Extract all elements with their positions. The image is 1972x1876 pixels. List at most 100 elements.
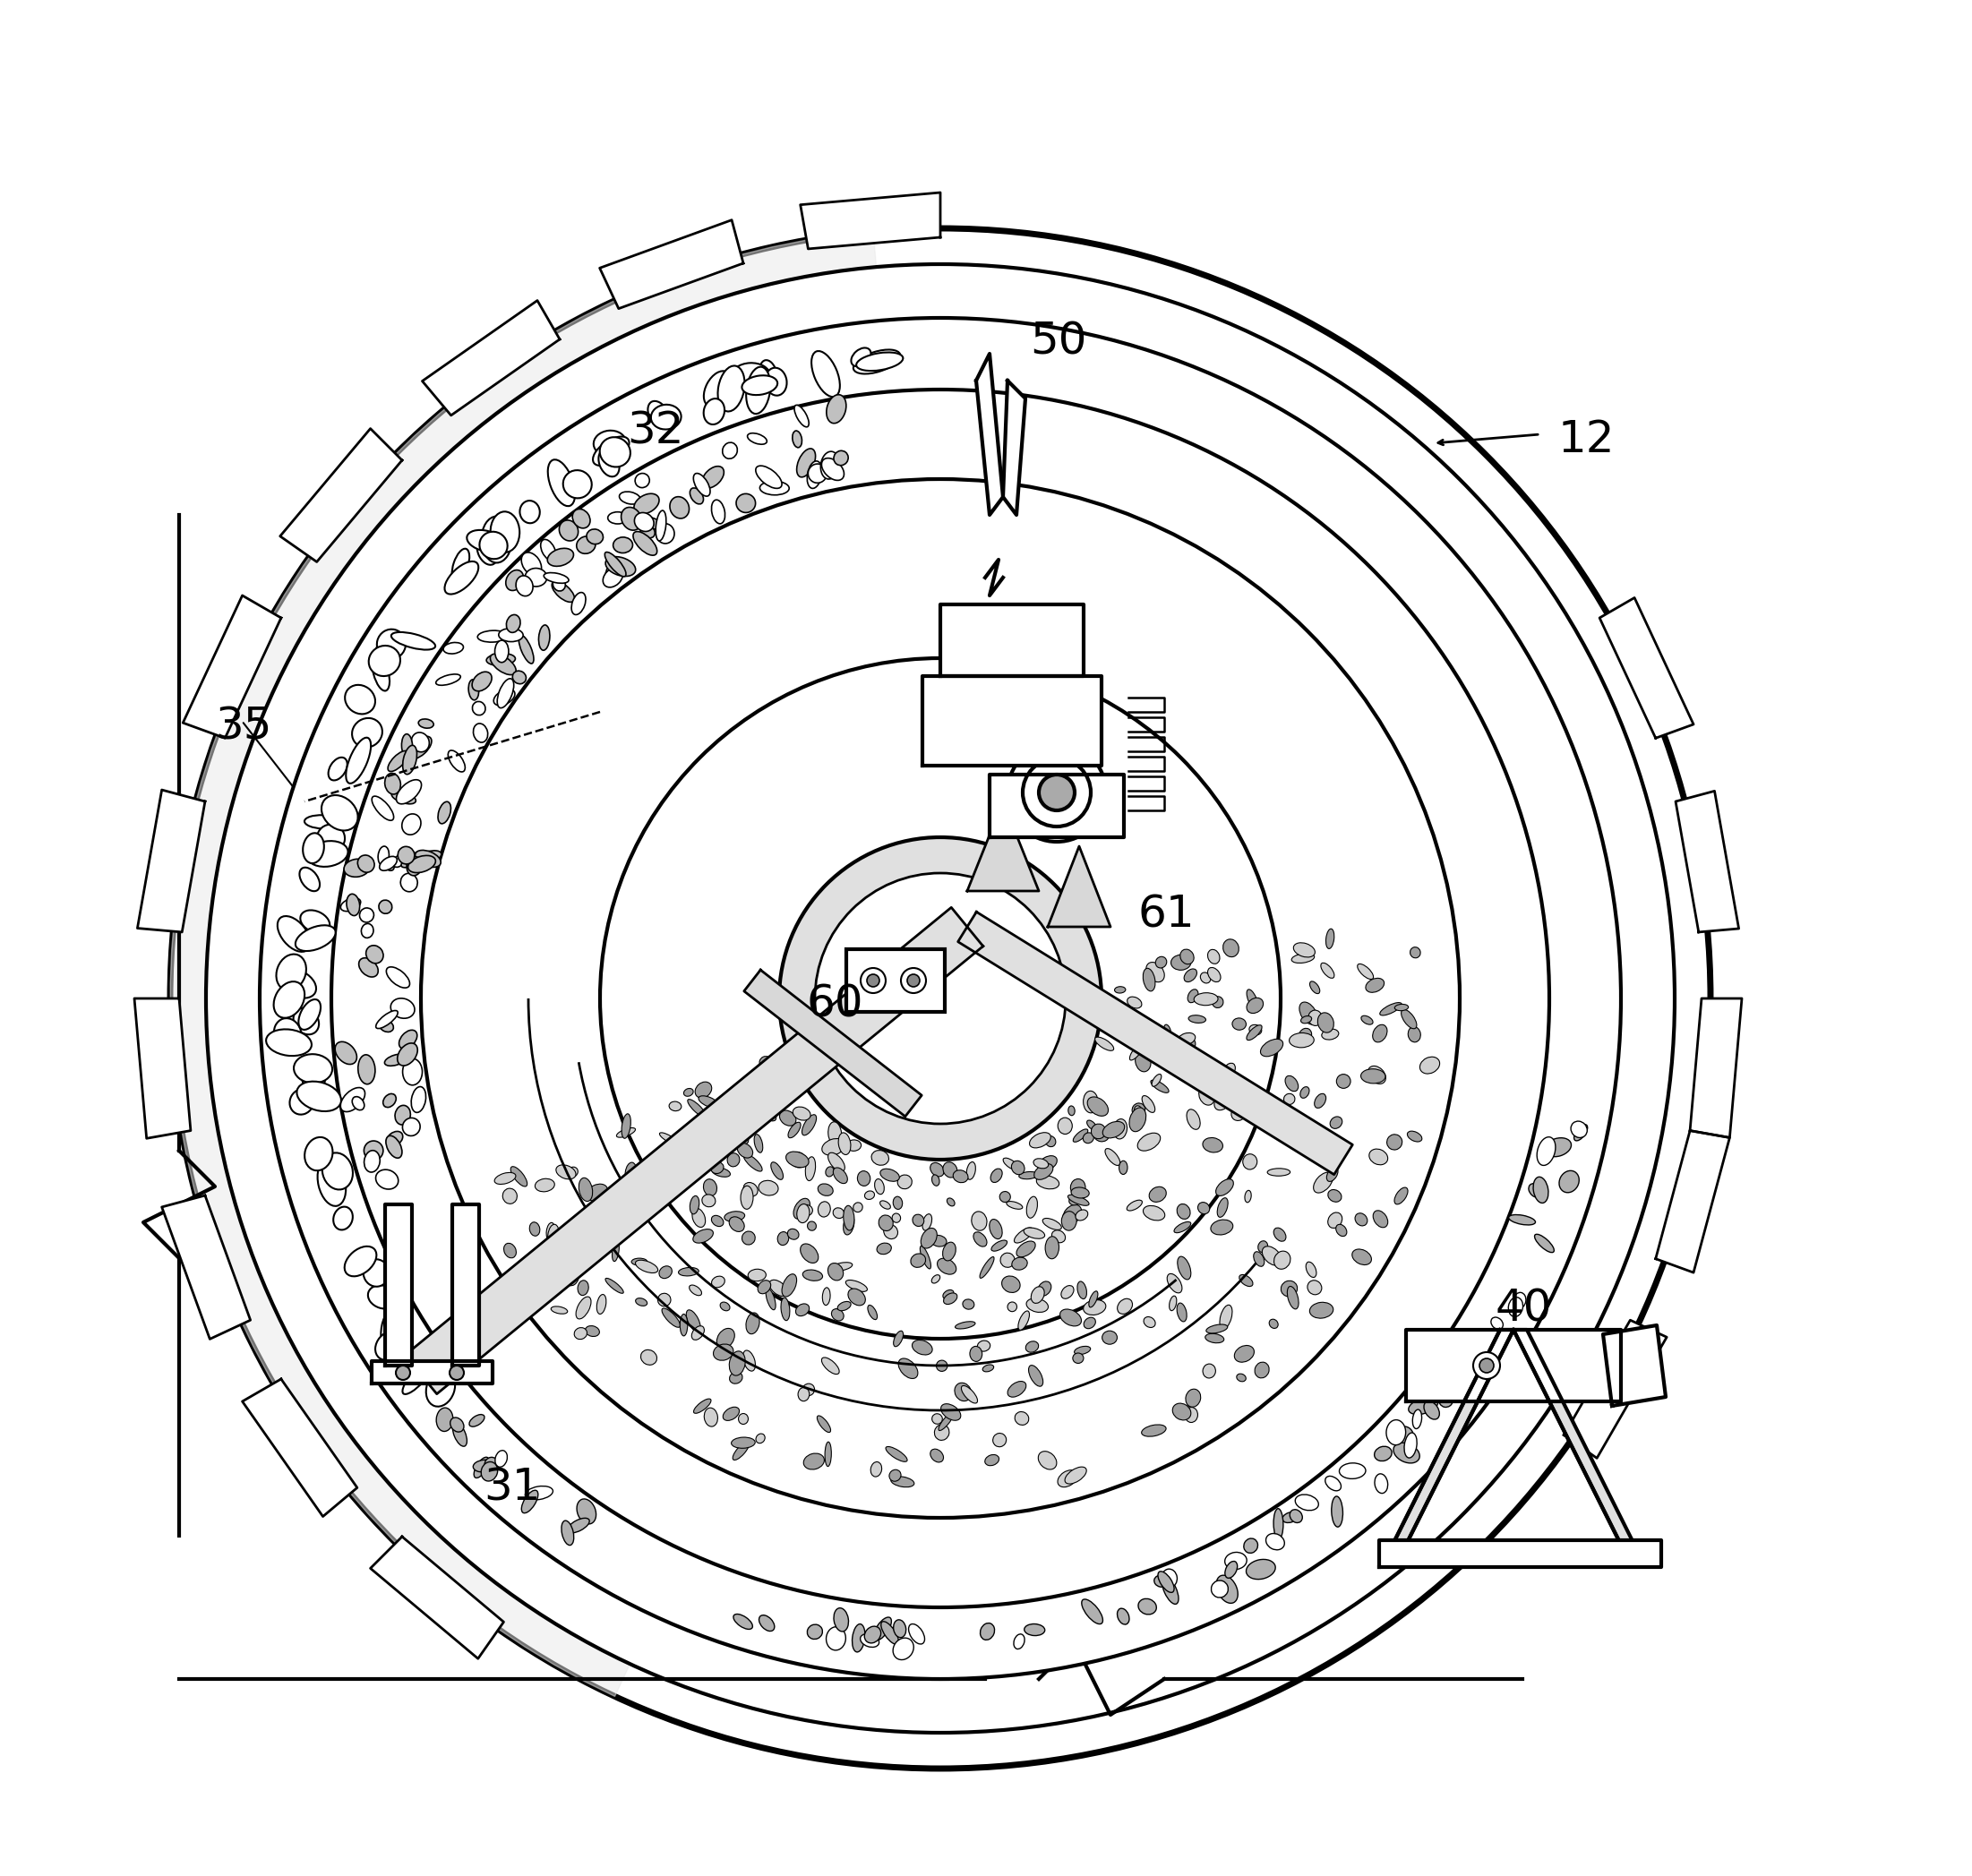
Ellipse shape	[943, 1291, 954, 1298]
Ellipse shape	[1574, 1124, 1587, 1141]
Ellipse shape	[1014, 1227, 1033, 1244]
Polygon shape	[1047, 846, 1110, 927]
Ellipse shape	[1094, 1037, 1114, 1051]
Ellipse shape	[525, 1486, 552, 1499]
Ellipse shape	[1179, 949, 1193, 964]
Ellipse shape	[931, 1163, 945, 1176]
Ellipse shape	[1369, 1066, 1386, 1084]
Ellipse shape	[566, 1270, 580, 1285]
Ellipse shape	[712, 499, 726, 523]
Ellipse shape	[1008, 1302, 1018, 1311]
Ellipse shape	[1292, 953, 1315, 962]
Ellipse shape	[844, 1206, 854, 1231]
Ellipse shape	[933, 1174, 939, 1186]
Ellipse shape	[801, 1244, 818, 1263]
Ellipse shape	[803, 1114, 816, 1135]
Ellipse shape	[479, 531, 507, 559]
Ellipse shape	[1408, 1398, 1438, 1415]
Ellipse shape	[1254, 1251, 1264, 1266]
Ellipse shape	[1012, 1161, 1025, 1174]
Ellipse shape	[469, 679, 479, 700]
Ellipse shape	[1073, 1129, 1089, 1142]
Ellipse shape	[1126, 1201, 1142, 1210]
Ellipse shape	[874, 1617, 891, 1640]
Ellipse shape	[1029, 1366, 1043, 1386]
Ellipse shape	[960, 1386, 978, 1403]
Ellipse shape	[345, 1246, 377, 1276]
Ellipse shape	[694, 1082, 712, 1097]
Ellipse shape	[1309, 981, 1319, 994]
Ellipse shape	[787, 1229, 799, 1240]
Ellipse shape	[1169, 1296, 1177, 1311]
Polygon shape	[371, 1362, 493, 1383]
Ellipse shape	[984, 1454, 1000, 1465]
Ellipse shape	[321, 1152, 353, 1189]
Ellipse shape	[795, 405, 809, 428]
Ellipse shape	[801, 1204, 812, 1216]
Ellipse shape	[807, 461, 822, 488]
Ellipse shape	[1073, 1353, 1083, 1364]
Ellipse shape	[550, 1306, 568, 1313]
Ellipse shape	[909, 1625, 925, 1643]
Ellipse shape	[830, 1263, 852, 1270]
Ellipse shape	[1016, 1242, 1035, 1257]
Ellipse shape	[1142, 1424, 1165, 1437]
Ellipse shape	[473, 702, 485, 715]
Ellipse shape	[663, 1169, 680, 1184]
Ellipse shape	[730, 1218, 743, 1233]
Ellipse shape	[1167, 1274, 1181, 1293]
Ellipse shape	[631, 1259, 647, 1266]
Ellipse shape	[1154, 1576, 1167, 1587]
Ellipse shape	[1118, 1161, 1128, 1174]
Circle shape	[260, 317, 1621, 1679]
Ellipse shape	[1197, 1203, 1209, 1214]
Ellipse shape	[436, 1407, 454, 1431]
Ellipse shape	[807, 1221, 816, 1231]
Ellipse shape	[852, 1625, 866, 1653]
Ellipse shape	[1335, 1225, 1347, 1236]
Ellipse shape	[1061, 1285, 1075, 1298]
Ellipse shape	[1294, 944, 1315, 957]
Ellipse shape	[1211, 1580, 1229, 1598]
Ellipse shape	[1380, 1002, 1402, 1015]
Circle shape	[814, 872, 1065, 1124]
Ellipse shape	[1288, 1287, 1300, 1309]
Ellipse shape	[1061, 1212, 1077, 1231]
Ellipse shape	[990, 1169, 1002, 1182]
Ellipse shape	[747, 1270, 765, 1281]
Ellipse shape	[1185, 1388, 1201, 1407]
Ellipse shape	[724, 1124, 740, 1139]
Ellipse shape	[838, 1133, 850, 1154]
Ellipse shape	[552, 582, 574, 602]
Ellipse shape	[481, 516, 513, 563]
Ellipse shape	[736, 493, 755, 512]
Ellipse shape	[1136, 1051, 1152, 1071]
Ellipse shape	[377, 628, 406, 658]
Ellipse shape	[1152, 1081, 1169, 1092]
Ellipse shape	[438, 801, 452, 824]
Ellipse shape	[952, 1171, 968, 1182]
Ellipse shape	[659, 1133, 678, 1144]
Ellipse shape	[274, 981, 304, 1019]
Ellipse shape	[1560, 1171, 1580, 1193]
Ellipse shape	[692, 1326, 704, 1339]
Ellipse shape	[686, 1309, 700, 1332]
Ellipse shape	[1033, 1163, 1053, 1180]
Ellipse shape	[824, 1443, 832, 1467]
Ellipse shape	[560, 520, 578, 540]
Ellipse shape	[444, 642, 463, 653]
Ellipse shape	[408, 855, 436, 872]
Ellipse shape	[1004, 1157, 1018, 1171]
Ellipse shape	[732, 1437, 755, 1448]
Ellipse shape	[576, 1296, 592, 1319]
Ellipse shape	[759, 480, 789, 495]
Ellipse shape	[353, 1097, 365, 1111]
Ellipse shape	[858, 1171, 870, 1186]
Ellipse shape	[546, 1223, 554, 1240]
Ellipse shape	[1534, 1234, 1554, 1253]
Ellipse shape	[1057, 1471, 1077, 1488]
Ellipse shape	[605, 1278, 623, 1293]
Ellipse shape	[1158, 1572, 1173, 1593]
Ellipse shape	[1177, 1204, 1191, 1219]
Ellipse shape	[704, 371, 732, 407]
